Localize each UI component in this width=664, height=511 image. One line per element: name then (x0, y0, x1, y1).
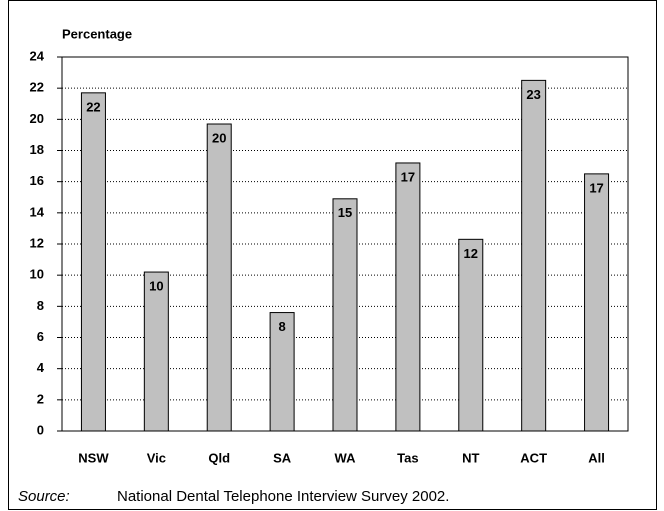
y-tick-label: 22 (30, 80, 44, 95)
bar (521, 79, 547, 432)
y-tick-label: 12 (30, 235, 44, 250)
value-label: 17 (401, 169, 415, 184)
bar (584, 173, 610, 432)
y-tick-label: 6 (37, 329, 44, 344)
value-label: 23 (526, 87, 540, 102)
y-tick-label: 14 (30, 204, 45, 219)
value-label: 20 (212, 130, 226, 145)
value-label: 15 (338, 205, 352, 220)
y-tick-label: 20 (30, 111, 44, 126)
bar (332, 198, 358, 432)
bar (206, 123, 232, 432)
y-tick-label: 16 (30, 173, 44, 188)
y-tick-label: 4 (37, 360, 45, 375)
y-tick-label: 8 (37, 298, 44, 313)
bar (458, 238, 484, 432)
y-tick-label: 10 (30, 267, 44, 282)
bar (395, 162, 421, 432)
x-tick-label: WA (335, 450, 357, 465)
bar (143, 271, 169, 432)
y-tick-label: 18 (30, 142, 44, 157)
y-axis-label: Percentage (62, 26, 132, 41)
x-tick-label: Vic (147, 450, 166, 465)
bar (269, 312, 295, 432)
value-label: 22 (86, 99, 100, 114)
value-label: 12 (464, 246, 478, 261)
source-label: Source: (18, 488, 70, 505)
y-tick-label: 24 (30, 48, 45, 63)
value-label: 10 (149, 278, 163, 293)
x-tick-label: ACT (520, 450, 547, 465)
x-tick-label: NT (462, 450, 479, 465)
value-label: 17 (589, 180, 603, 195)
y-tick-label: 2 (37, 391, 44, 406)
x-tick-label: SA (273, 450, 292, 465)
value-label: 8 (278, 319, 285, 334)
y-tick-label: 0 (37, 422, 44, 437)
x-tick-label: All (588, 450, 605, 465)
frame (8, 0, 657, 510)
bar (80, 92, 106, 432)
x-tick-label: Tas (397, 450, 418, 465)
source-text: National Dental Telephone Interview Surv… (117, 488, 449, 505)
x-tick-label: Qld (208, 450, 230, 465)
x-tick-label: NSW (78, 450, 109, 465)
